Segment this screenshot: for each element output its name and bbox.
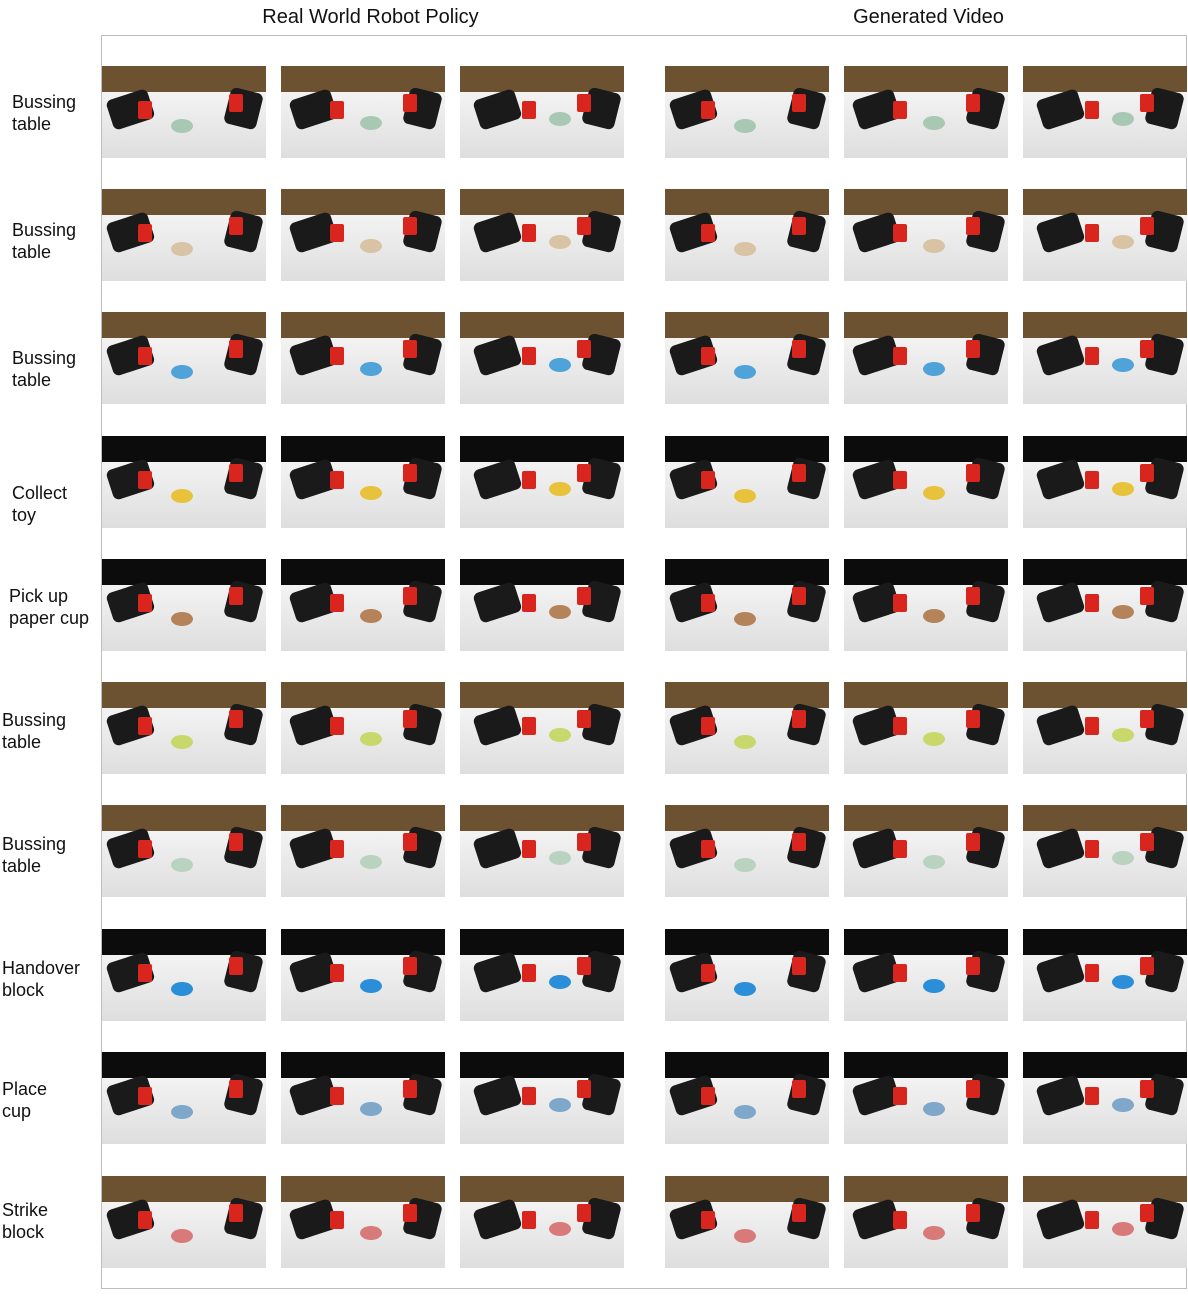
generated-frame-1 [665,189,829,281]
real-frame-2 [281,1176,445,1268]
real-frame-3 [460,805,624,897]
real-frame-2 [281,189,445,281]
real-frame-2 [281,929,445,1021]
real-frame-3 [460,436,624,528]
real-frame-2 [281,312,445,404]
generated-frame-3 [1023,436,1187,528]
real-frame-2 [281,682,445,774]
generated-frame-2 [844,682,1008,774]
generated-frame-3 [1023,559,1187,651]
real-frame-2 [281,66,445,158]
real-frame-3 [460,929,624,1021]
generated-frame-2 [844,436,1008,528]
generated-frame-1 [665,805,829,897]
generated-frame-3 [1023,1052,1187,1144]
generated-frame-1 [665,1052,829,1144]
generated-frame-1 [665,682,829,774]
row-label: Bussing table [12,348,77,390]
generated-frame-3 [1023,929,1187,1021]
generated-frame-3 [1023,66,1187,158]
real-frame-3 [460,682,624,774]
real-frame-2 [281,805,445,897]
row-label: Pick up paper cup [9,586,90,628]
generated-frame-2 [844,929,1008,1021]
real-frame-3 [460,66,624,158]
real-frame-3 [460,1052,624,1144]
real-frame-3 [460,1176,624,1268]
row-label: Bussing table [2,710,67,752]
row-label: Handover block [2,958,81,1000]
generated-frame-1 [665,559,829,651]
generated-frame-2 [844,66,1008,158]
generated-frame-1 [665,929,829,1021]
row-label: Strike block [2,1200,49,1242]
real-frame-3 [460,312,624,404]
generated-frame-2 [844,805,1008,897]
real-frame-1 [102,312,266,404]
generated-frame-2 [844,559,1008,651]
generated-frame-1 [665,66,829,158]
generated-frame-3 [1023,1176,1187,1268]
row-label: Collect toy [12,483,68,525]
row-label: Bussing table [2,834,67,876]
generated-frame-1 [665,312,829,404]
real-frame-1 [102,436,266,528]
generated-frame-3 [1023,189,1187,281]
real-frame-1 [102,929,266,1021]
real-frame-1 [102,1052,266,1144]
generated-frame-2 [844,1052,1008,1144]
real-frame-3 [460,559,624,651]
row-label: Bussing table [12,92,77,134]
real-frame-3 [460,189,624,281]
figure-frame [101,35,1187,1289]
generated-frame-1 [665,1176,829,1268]
real-frame-1 [102,66,266,158]
row-label: Bussing table [12,220,77,262]
generated-frame-3 [1023,805,1187,897]
real-frame-1 [102,1176,266,1268]
real-frame-1 [102,805,266,897]
generated-frame-1 [665,436,829,528]
row-label: Place cup [2,1079,48,1121]
real-frame-2 [281,1052,445,1144]
real-frame-1 [102,559,266,651]
generated-frame-2 [844,312,1008,404]
generated-video-title: Generated Video [853,6,1004,28]
real-frame-1 [102,682,266,774]
real-frame-2 [281,436,445,528]
real-frame-2 [281,559,445,651]
real-frame-1 [102,189,266,281]
generated-frame-2 [844,1176,1008,1268]
real-world-policy-title: Real World Robot Policy [262,6,479,28]
generated-frame-2 [844,189,1008,281]
generated-frame-3 [1023,682,1187,774]
generated-frame-3 [1023,312,1187,404]
